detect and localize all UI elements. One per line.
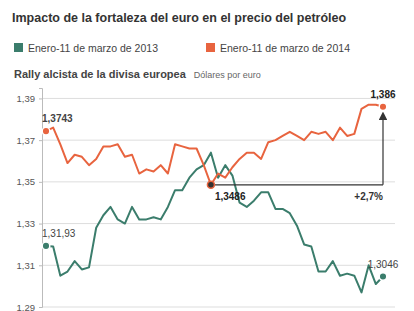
tick-label: 1,29	[17, 302, 36, 311]
line	[46, 105, 383, 185]
legend-swatch	[206, 43, 215, 52]
tick-mark	[39, 140, 42, 141]
point-marker	[379, 273, 387, 281]
point-marker	[42, 127, 50, 135]
annotation: 1,386	[370, 89, 395, 100]
grid-line	[42, 307, 395, 308]
tick: 1,39	[17, 93, 43, 104]
tick-mark	[39, 307, 42, 308]
tick: 1,29	[17, 302, 43, 311]
annotation: 1,3743	[42, 113, 73, 124]
plot-area	[46, 105, 383, 293]
annotation: 1,3046	[368, 259, 399, 270]
grid-line	[42, 181, 395, 182]
tick: 1,35	[17, 176, 43, 187]
point-marker	[207, 181, 214, 188]
y-axis: 1,29 1,31 1,33 1,35 1,37 1,39	[17, 89, 43, 311]
subtitle: Rally alcista de la divisa europea	[14, 68, 187, 80]
legend-label: Enero-11 de marzo de 2014	[220, 42, 350, 54]
tick-mark	[39, 182, 42, 183]
annotation: 1,3486	[215, 191, 246, 202]
legend-item: Enero-11 de marzo de 2013	[14, 42, 158, 54]
grid-line	[42, 265, 395, 266]
chart: Impacto de la fortaleza del euro en el p…	[0, 0, 414, 311]
tick-label: 1,39	[17, 93, 36, 104]
change-label: +2,7%	[354, 191, 383, 202]
grid-line	[42, 140, 395, 141]
tick-mark	[39, 98, 42, 99]
point-marker	[379, 103, 387, 111]
grid	[42, 98, 395, 307]
grid-line	[42, 98, 395, 99]
title: Impacto de la fortaleza del euro en el p…	[12, 11, 346, 25]
tick: 1,33	[17, 218, 43, 229]
tick-mark	[39, 224, 42, 225]
tick: 1,37	[17, 135, 43, 146]
tick-label: 1,35	[17, 176, 36, 187]
arrow-line	[211, 184, 383, 185]
line	[46, 153, 383, 293]
point-marker	[42, 242, 50, 250]
legend-swatch	[14, 43, 23, 52]
axis-title: Dólares por euro	[194, 70, 261, 80]
arrow-line	[382, 116, 383, 185]
annotation: 1,31,93	[42, 228, 76, 239]
legend-label: Enero-11 de marzo de 2013	[28, 42, 158, 54]
tick-mark	[39, 265, 42, 266]
tick: 1,31	[17, 260, 43, 271]
tick-label: 1,37	[17, 135, 36, 146]
grid-line	[42, 223, 395, 224]
tick-label: 1,31	[17, 260, 36, 271]
tick-label: 1,33	[17, 218, 36, 229]
change-arrow	[211, 116, 383, 185]
legend-item: Enero-11 de marzo de 2014	[206, 42, 350, 54]
